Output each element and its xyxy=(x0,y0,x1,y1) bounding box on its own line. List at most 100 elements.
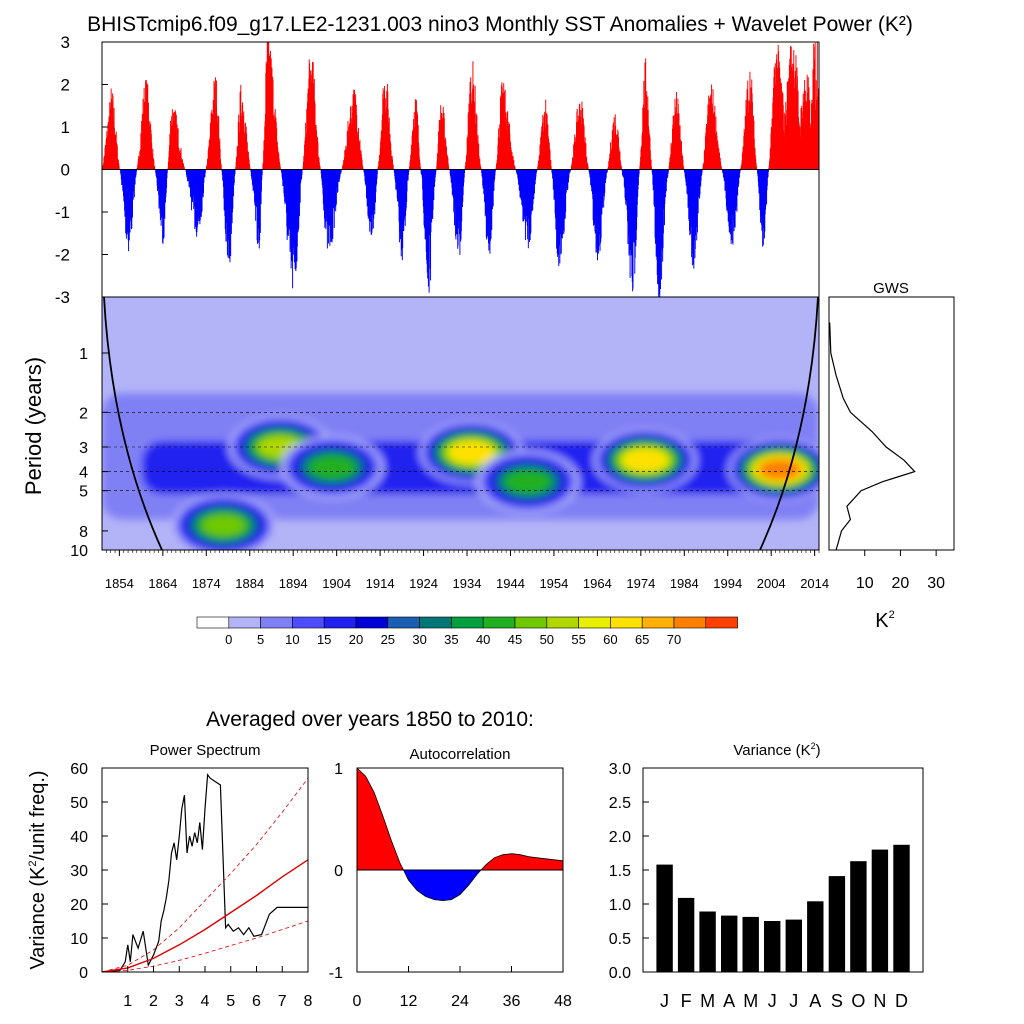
y-tick-label: 4 xyxy=(79,465,88,482)
x-tick-label: 2004 xyxy=(757,576,786,591)
cold-anomaly-bar xyxy=(166,169,168,179)
colorbar-box xyxy=(546,616,579,629)
cold-anomaly-bar xyxy=(463,169,465,178)
colorbar-box xyxy=(673,616,707,629)
x-tick-label: 1924 xyxy=(409,576,438,591)
cold-anomaly-bar xyxy=(534,169,535,194)
cold-anomaly-bar xyxy=(407,169,409,175)
month-label: O xyxy=(851,991,865,1011)
y-tick-label: -1 xyxy=(329,965,343,982)
warm-anomaly-bar xyxy=(319,166,321,170)
wavelet-frame xyxy=(101,296,820,551)
y-tick-label: 0.5 xyxy=(609,931,631,948)
autocorrelation-ticks: 1 0 -1 0 12 24 36 48 xyxy=(329,761,572,1010)
warm-anomaly-bar xyxy=(550,165,552,170)
warm-anomaly-bar xyxy=(152,148,154,170)
cold-anomaly-bar xyxy=(136,169,137,172)
colorbar-label: 10 xyxy=(285,632,299,647)
variance-panel: Variance (K2) 3.02.52.01.51.00.50.0J F M A M… xyxy=(609,741,924,1011)
wavelet-panel: 1 2 3 4 5 8 10 1854 1864 1874 1884 1894 1904 1914 192… xyxy=(21,296,829,591)
x-tick-label: 8 xyxy=(304,993,313,1010)
y-tick-label: 10 xyxy=(70,931,88,948)
colorbar-box xyxy=(196,616,230,629)
colorbar-label: 5 xyxy=(257,632,264,647)
x-tick-label: 1954 xyxy=(539,576,568,591)
cold-anomaly-bar xyxy=(204,169,206,174)
power-spectrum-frame xyxy=(101,767,309,973)
variance-bar xyxy=(764,921,781,972)
warm-anomaly-bar xyxy=(683,167,685,170)
warm-anomaly-bar xyxy=(587,166,589,170)
x-tick-label: 1944 xyxy=(496,576,525,591)
y-tick-label: 2 xyxy=(61,76,70,95)
x-tick-label: 1904 xyxy=(322,576,351,591)
warm-anomaly-bar xyxy=(279,166,281,170)
variance-ticks: 3.02.52.01.51.00.50.0J F M A M J J A S O N D xyxy=(609,761,908,1011)
x-tick-label: 1974 xyxy=(626,576,655,591)
confidence-upper-line xyxy=(102,777,308,972)
x-tick-label: 4 xyxy=(201,993,210,1010)
warm-anomaly-bar xyxy=(650,159,652,170)
x-tick-label: 36 xyxy=(503,993,521,1010)
power-spectrum-title: Power Spectrum xyxy=(150,742,261,759)
cold-anomaly-bar xyxy=(435,169,437,172)
red-noise-line xyxy=(102,859,308,972)
positive-correlation-area xyxy=(357,768,405,871)
cold-anomaly-bar xyxy=(767,169,769,177)
y-tick-label: -1 xyxy=(55,203,70,222)
cold-anomaly-bar xyxy=(638,169,640,174)
y-tick-label: 3 xyxy=(79,440,88,457)
power-contour xyxy=(202,514,246,536)
x-tick-label: 3 xyxy=(175,993,184,1010)
autocorrelation-title: Autocorrelation xyxy=(410,746,511,763)
month-label: J xyxy=(768,991,777,1011)
variance-bar xyxy=(742,916,759,972)
warm-anomaly-bar xyxy=(419,163,421,170)
warm-anomaly-bar xyxy=(183,167,185,170)
variance-title: Variance (K2) xyxy=(733,741,820,759)
month-label: D xyxy=(895,991,908,1011)
cold-anomaly-bar xyxy=(374,169,376,215)
warm-anomaly-bar xyxy=(249,166,251,170)
figure-subtitle: Averaged over years 1850 to 2010: xyxy=(206,708,534,731)
warm-anomaly-bar xyxy=(650,166,652,170)
colorbar: 0 5 10 15 20 25 30 35 40 45 50 55 60 65 70 xyxy=(196,616,738,647)
colorbar-box xyxy=(355,616,389,629)
x-tick-label: 2 xyxy=(149,993,158,1010)
positive-correlation-area xyxy=(480,853,563,871)
variance-bar xyxy=(807,901,824,972)
warm-anomaly-bar xyxy=(550,160,552,170)
wavelet-y-ticks: 1 2 3 4 5 8 10 xyxy=(70,346,108,560)
month-label: N xyxy=(873,991,886,1011)
warm-anomaly-bar xyxy=(116,146,118,170)
warm-anomaly-bar xyxy=(620,166,622,170)
colorbar-box xyxy=(292,616,325,629)
anomaly-y-ticks: 3 2 1 0 -1 -2 -3 xyxy=(55,33,108,307)
y-tick-label: 1 xyxy=(61,118,70,137)
y-tick-label: 1 xyxy=(79,346,88,363)
y-tick-label: -2 xyxy=(55,246,70,265)
colorbar-box xyxy=(514,616,548,629)
cold-anomaly-bar xyxy=(569,169,571,172)
y-tick-label: 5 xyxy=(79,484,88,501)
variance-bar xyxy=(656,864,673,972)
variance-bar xyxy=(785,919,802,972)
cold-anomaly-bar xyxy=(494,169,496,172)
cold-anomaly-bar xyxy=(605,169,607,179)
warm-anomaly-bar xyxy=(361,159,363,170)
warm-anomaly-bar xyxy=(216,80,218,170)
variance-bar xyxy=(828,876,846,972)
power-contour xyxy=(450,442,492,463)
x-tick-label: 6 xyxy=(252,993,261,1010)
x-tick-label: 1894 xyxy=(279,576,308,591)
x-tick-label: 1994 xyxy=(713,576,742,591)
warm-anomaly-bar xyxy=(513,160,515,170)
power-spectrum-lines xyxy=(102,773,308,972)
cold-anomaly-bar xyxy=(408,169,410,172)
cold-anomaly-bar xyxy=(435,169,437,175)
x-tick-label: 0 xyxy=(353,993,362,1010)
month-label: J xyxy=(660,991,669,1011)
autocorrelation-panel: Autocorrelation 1 0 -1 0 12 24 36 48 xyxy=(329,746,572,1010)
warm-anomaly-bar xyxy=(392,164,394,170)
